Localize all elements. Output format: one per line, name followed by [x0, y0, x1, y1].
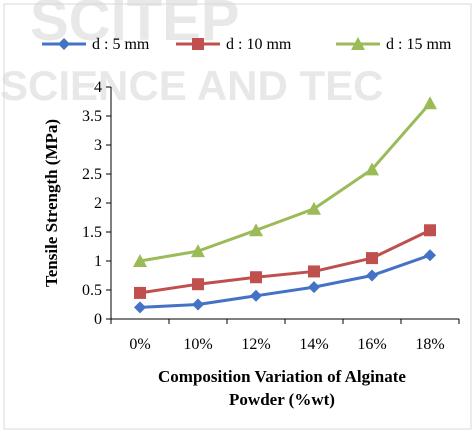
data-point-marker: [250, 289, 262, 302]
y-tick-label: 2: [94, 195, 102, 212]
data-point-marker: [249, 223, 263, 237]
data-point-marker: [192, 278, 204, 291]
x-tick-label: 0%: [129, 336, 150, 353]
data-point-marker: [191, 244, 205, 258]
y-axis-ticks: 0 0.5 1 1.5 2 2.5 3 3.5 4: [82, 79, 111, 328]
y-tick-label: 3.5: [82, 108, 102, 125]
data-point-marker: [308, 281, 320, 294]
y-tick-label: 1.5: [82, 224, 102, 241]
legend-swatch-marker: [192, 38, 204, 50]
x-axis-title-line1: Composition Variation of Alginate: [158, 367, 406, 386]
legend-label: d : 5 mm: [92, 36, 150, 53]
x-tick-label: 14%: [299, 336, 328, 353]
x-tick-label: 10%: [183, 336, 212, 353]
data-point-marker: [365, 162, 379, 176]
data-point-marker: [308, 265, 320, 278]
data-point-marker: [424, 224, 436, 237]
data-point-marker: [307, 201, 321, 215]
data-point-marker: [192, 298, 204, 311]
legend-swatch-marker: [58, 38, 70, 50]
legend-swatch-marker: [351, 37, 365, 50]
x-tick-label: 16%: [357, 336, 386, 353]
y-tick-label: 2.5: [82, 166, 102, 183]
background-watermark: SCITEP SCIENCE AND TEC: [0, 0, 383, 109]
legend-label: d : 10 mm: [226, 36, 292, 53]
data-point-marker: [423, 96, 437, 110]
data-point-marker: [366, 252, 378, 265]
series-line: [139, 228, 431, 295]
watermark-text-bottom: SCIENCE AND TEC: [0, 62, 383, 109]
data-point-marker: [134, 286, 146, 299]
series-line: [139, 253, 431, 309]
legend-label: d : 15 mm: [386, 36, 452, 53]
y-axis-title: Tensile Strength (MPa): [42, 119, 61, 287]
legend: d : 5 mm d : 10 mm d : 15 mm: [42, 36, 452, 53]
x-axis-title-line2: Powder (%wt): [229, 390, 335, 409]
data-point-marker: [366, 269, 378, 282]
y-tick-label: 0: [94, 311, 102, 328]
series-layer: [133, 96, 437, 314]
series-2: [134, 224, 436, 299]
data-point-marker: [424, 249, 436, 262]
series-1: [134, 249, 436, 314]
chart-border: [3, 3, 472, 430]
x-tick-label: 12%: [241, 336, 270, 353]
y-tick-label: 3: [94, 137, 102, 154]
data-point-marker: [133, 254, 147, 267]
x-tick-label: 18%: [415, 336, 444, 353]
data-point-marker: [250, 271, 262, 284]
y-tick-label: 0.5: [82, 282, 102, 299]
x-axis-ticks: 0% 10% 12% 14% 16% 18%: [110, 319, 460, 353]
data-point-marker: [134, 301, 146, 314]
y-tick-label: 4: [94, 79, 102, 96]
y-tick-label: 1: [94, 253, 102, 270]
series-line: [139, 102, 432, 263]
series-3: [133, 96, 437, 267]
